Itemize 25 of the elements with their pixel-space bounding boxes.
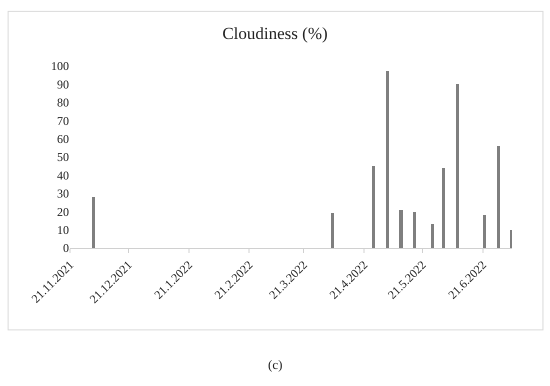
- bar: [331, 213, 334, 248]
- y-tick-label: 60: [57, 132, 69, 146]
- y-tick-label: 0: [63, 241, 69, 256]
- y-tick-label: 40: [57, 168, 69, 182]
- bar: [510, 230, 512, 248]
- bar: [431, 224, 434, 248]
- text: (c): [268, 357, 282, 372]
- y-tick-label: 30: [57, 186, 69, 201]
- y-tick-label: 100: [51, 59, 69, 74]
- chart-title: Cloudiness (%): [222, 24, 328, 43]
- bar: [442, 168, 445, 248]
- y-tick-label: 10: [57, 223, 69, 237]
- y-tick-label: 90: [57, 77, 69, 92]
- bar: [483, 215, 486, 248]
- bar: [372, 166, 375, 248]
- y-tick-label: 80: [57, 96, 69, 110]
- y-tick-label: 20: [57, 204, 69, 219]
- bar: [413, 212, 416, 248]
- y-tick-label: 70: [57, 114, 69, 128]
- bar: [456, 84, 459, 248]
- bar: [497, 146, 500, 248]
- y-tick-label: 50: [57, 150, 69, 164]
- bar: [92, 197, 95, 248]
- bar: [399, 210, 403, 248]
- bar: [386, 71, 389, 248]
